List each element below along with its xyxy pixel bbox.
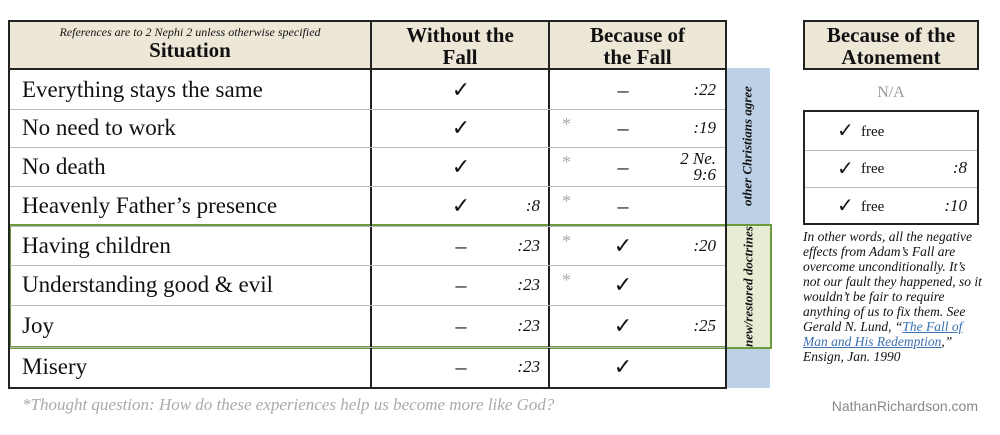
footer-question: *Thought question: How do these experien… <box>22 395 555 414</box>
situation: Having children <box>22 232 171 258</box>
ref: :22 <box>693 79 716 99</box>
row-line <box>10 305 725 306</box>
mark: ✓ <box>451 115 471 140</box>
row-line <box>10 109 725 110</box>
mark: – <box>455 354 467 379</box>
row-line <box>10 265 725 266</box>
ref: :19 <box>693 118 716 137</box>
ref: :23 <box>517 235 540 255</box>
situation: No death <box>22 153 106 179</box>
side-label: other Christians agree <box>739 86 755 206</box>
star: * <box>562 231 571 251</box>
note-link[interactable]: The Fall of Man and His Redemption <box>803 319 963 349</box>
row-line <box>10 186 725 187</box>
table: Everything stays the same ✓ – :22 No need to… <box>8 68 727 389</box>
header-cell: Without the Fall <box>370 20 550 70</box>
ref: :8 <box>525 196 540 215</box>
ref: :23 <box>517 275 540 294</box>
mark: – <box>617 76 629 102</box>
text: free <box>861 123 885 140</box>
header-cell: Because of the Fall <box>548 20 727 70</box>
mark: ✓ <box>837 195 854 217</box>
star: * <box>562 270 571 290</box>
situation: Understanding good & evil <box>22 272 274 297</box>
mark: ✓ <box>613 272 633 297</box>
ref: :23 <box>517 357 540 376</box>
atonement-box: ✓ free ✓ free :8 ✓ free :10 <box>803 110 979 225</box>
mark: ✓ <box>451 193 471 218</box>
mark: – <box>617 193 629 218</box>
mark: – <box>455 232 467 258</box>
header-note: References are to 2 Nephi 2 unless other… <box>59 25 321 39</box>
na: N/A <box>877 84 905 101</box>
ref: :10 <box>944 195 967 215</box>
star: * <box>562 191 571 211</box>
note-text: ,” Ensign, Jan. 1990 <box>803 334 953 364</box>
mark: – <box>617 115 629 140</box>
row-line <box>10 147 725 148</box>
situation: No need to work <box>22 115 176 140</box>
row-line <box>805 149 977 151</box>
col-line <box>548 70 550 387</box>
row-line <box>10 347 725 348</box>
footer-site: NathanRichardson.com <box>831 398 978 414</box>
row-line <box>10 226 725 227</box>
header-title: Situation <box>149 38 231 62</box>
mark: – <box>455 313 467 338</box>
col-line <box>370 70 372 387</box>
text: free <box>861 161 885 177</box>
mark: ✓ <box>837 157 854 180</box>
ref: :25 <box>693 316 716 335</box>
situation: Joy <box>22 313 54 338</box>
mark: ✓ <box>613 313 633 338</box>
ref: :20 <box>693 235 716 255</box>
ref: :23 <box>517 316 540 335</box>
note-text: In other words, all the negative effects… <box>803 229 982 334</box>
side-label: new/restored doctrines <box>727 226 770 347</box>
mark: ✓ <box>613 354 633 379</box>
mark: ✓ <box>451 153 471 179</box>
situation: Misery <box>22 354 88 379</box>
ref: 2 Ne. 9:6 <box>680 148 716 184</box>
ref: :8 <box>952 158 967 177</box>
mark: – <box>455 272 467 297</box>
mark: ✓ <box>837 120 854 142</box>
text: free <box>861 198 885 215</box>
star: * <box>562 152 571 172</box>
header-cell: Because of the Atonement <box>803 20 979 70</box>
header-cell: References are to 2 Nephi 2 unless other… <box>8 20 372 70</box>
mark: ✓ <box>613 232 633 258</box>
situation: Everything stays the same <box>22 76 263 102</box>
star: * <box>562 114 571 134</box>
situation: Heavenly Father’s presence <box>22 193 278 218</box>
note: In other words, all the negative effects… <box>803 229 983 364</box>
mark: – <box>617 153 629 179</box>
row-line <box>805 187 977 188</box>
mark: ✓ <box>451 76 471 102</box>
